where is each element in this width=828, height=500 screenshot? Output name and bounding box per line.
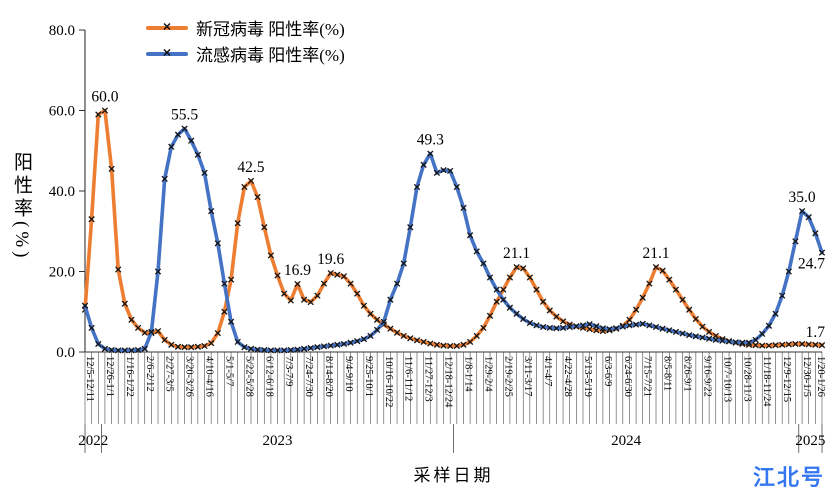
x-tick-label: 5/1-5/7 [223,356,234,386]
covid-series-line [83,108,824,349]
x-tick-label: 3/11-3/17 [522,356,533,396]
x-tick-label: 5/22-5/28 [243,356,254,397]
x-marker-icon: ✕ [162,47,172,59]
x-tick-label: 11/27-12/3 [423,356,434,402]
legend-label-covid: 新冠病毒 阳性率(%) [196,20,345,39]
x-tick-label: 1/8-1/14 [462,356,473,392]
x-tick-label: 9/25-10/1 [363,356,374,397]
data-label: 1.7 [806,324,826,341]
covid-line-icon [146,25,188,30]
x-tick-label: 6/3-6/9 [602,356,613,386]
x-tick-label: 10/28-11/3 [741,356,752,402]
axes [84,30,822,353]
legend-label-flu: 流感病毒 阳性率(%) [196,46,345,65]
x-tick-label: 2/27-3/5 [164,356,175,392]
y-tick-label: 60.0 [49,104,75,120]
flu-series-line [83,126,824,353]
x-tick-label: 2/19-2/25 [502,356,513,397]
x-tick-label: 4/10-4/16 [204,356,215,397]
x-tick-label: 2/6-2/12 [144,356,155,392]
x-tick-label: 6/12-6/18 [263,356,274,397]
y-tick-label: 40.0 [49,184,75,200]
data-label: 19.6 [317,251,344,268]
x-tick-label: 7/15-7/21 [642,356,653,397]
x-tick-label: 1/20-1/26 [815,356,826,397]
legend: ✕ 新冠病毒 阳性率(%) ✕ 流感病毒 阳性率(%) [146,16,345,65]
x-tick-label: 12/30-1/5 [801,356,812,397]
year-label: 2023 [263,433,293,449]
data-label: 21.1 [642,245,669,262]
data-label: 55.5 [171,107,198,124]
data-label: 42.5 [237,159,264,176]
x-tick-label: 9/16-9/22 [701,356,712,397]
x-tick-label: 12/5-12/11 [84,356,95,402]
x-tick-label: 4/22-4/28 [562,356,573,397]
x-tick-label: 10/16-10/22 [383,356,394,407]
data-label: 49.3 [417,132,444,149]
x-tick-label: 12/26-1/1 [104,356,115,397]
legend-item-covid: ✕ 新冠病毒 阳性率(%) [146,16,345,39]
data-label: 35.0 [789,189,816,206]
flu-series-markers [81,125,826,354]
flu-line-icon [146,51,188,56]
watermark: 江北号 [752,465,825,490]
x-tick-label: 12/18-12/24 [443,356,454,408]
x-tick-label: 12/9-12/15 [781,356,792,402]
data-label: 24.7 [798,256,825,273]
legend-item-flu: ✕ 流感病毒 阳性率(%) [146,42,345,65]
x-tick-label: 8/14-8/20 [323,356,334,397]
x-tick-label: 1/29-2/4 [482,356,493,392]
x-tick-label: 10/7-10/13 [721,356,732,402]
data-label: 60.0 [91,89,118,106]
x-tick-label: 7/24-7/30 [303,356,314,397]
y-axis-title: 阳性率(%) [11,152,32,262]
x-tick-label: 11/18-11/24 [761,356,772,407]
x-tick-label: 7/3-7/9 [283,356,294,386]
x-tick-label: 3/20-3/26 [184,356,195,397]
x-tick-label: 8/26-9/1 [682,356,693,392]
x-axis-title: 采样日期 [413,466,494,485]
data-label: 16.9 [284,262,311,279]
x-tick-label: 6/24-6/30 [622,356,633,397]
x-tick-label: 9/4-9/10 [343,356,354,392]
x-tick-label: 1/16-1/22 [124,356,135,397]
covid-line-swatch: ✕ [146,16,188,39]
y-tick-label: 0.0 [56,345,75,361]
x-tick-label: 8/5-8/11 [662,356,673,391]
x-tick-label: 4/1-4/7 [542,356,553,386]
year-label: 2025 [795,433,825,449]
x-marker-icon: ✕ [162,21,172,33]
data-label: 21.1 [503,245,530,262]
y-tick-label: 80.0 [49,23,75,39]
year-label: 2022 [78,433,108,449]
x-tick-label: 5/13-5/19 [582,356,593,397]
year-label: 2024 [611,433,642,449]
x-tick-label: 11/6-11/12 [403,356,414,401]
y-tick-label: 20.0 [49,265,75,281]
flu-line-swatch: ✕ [146,42,188,65]
